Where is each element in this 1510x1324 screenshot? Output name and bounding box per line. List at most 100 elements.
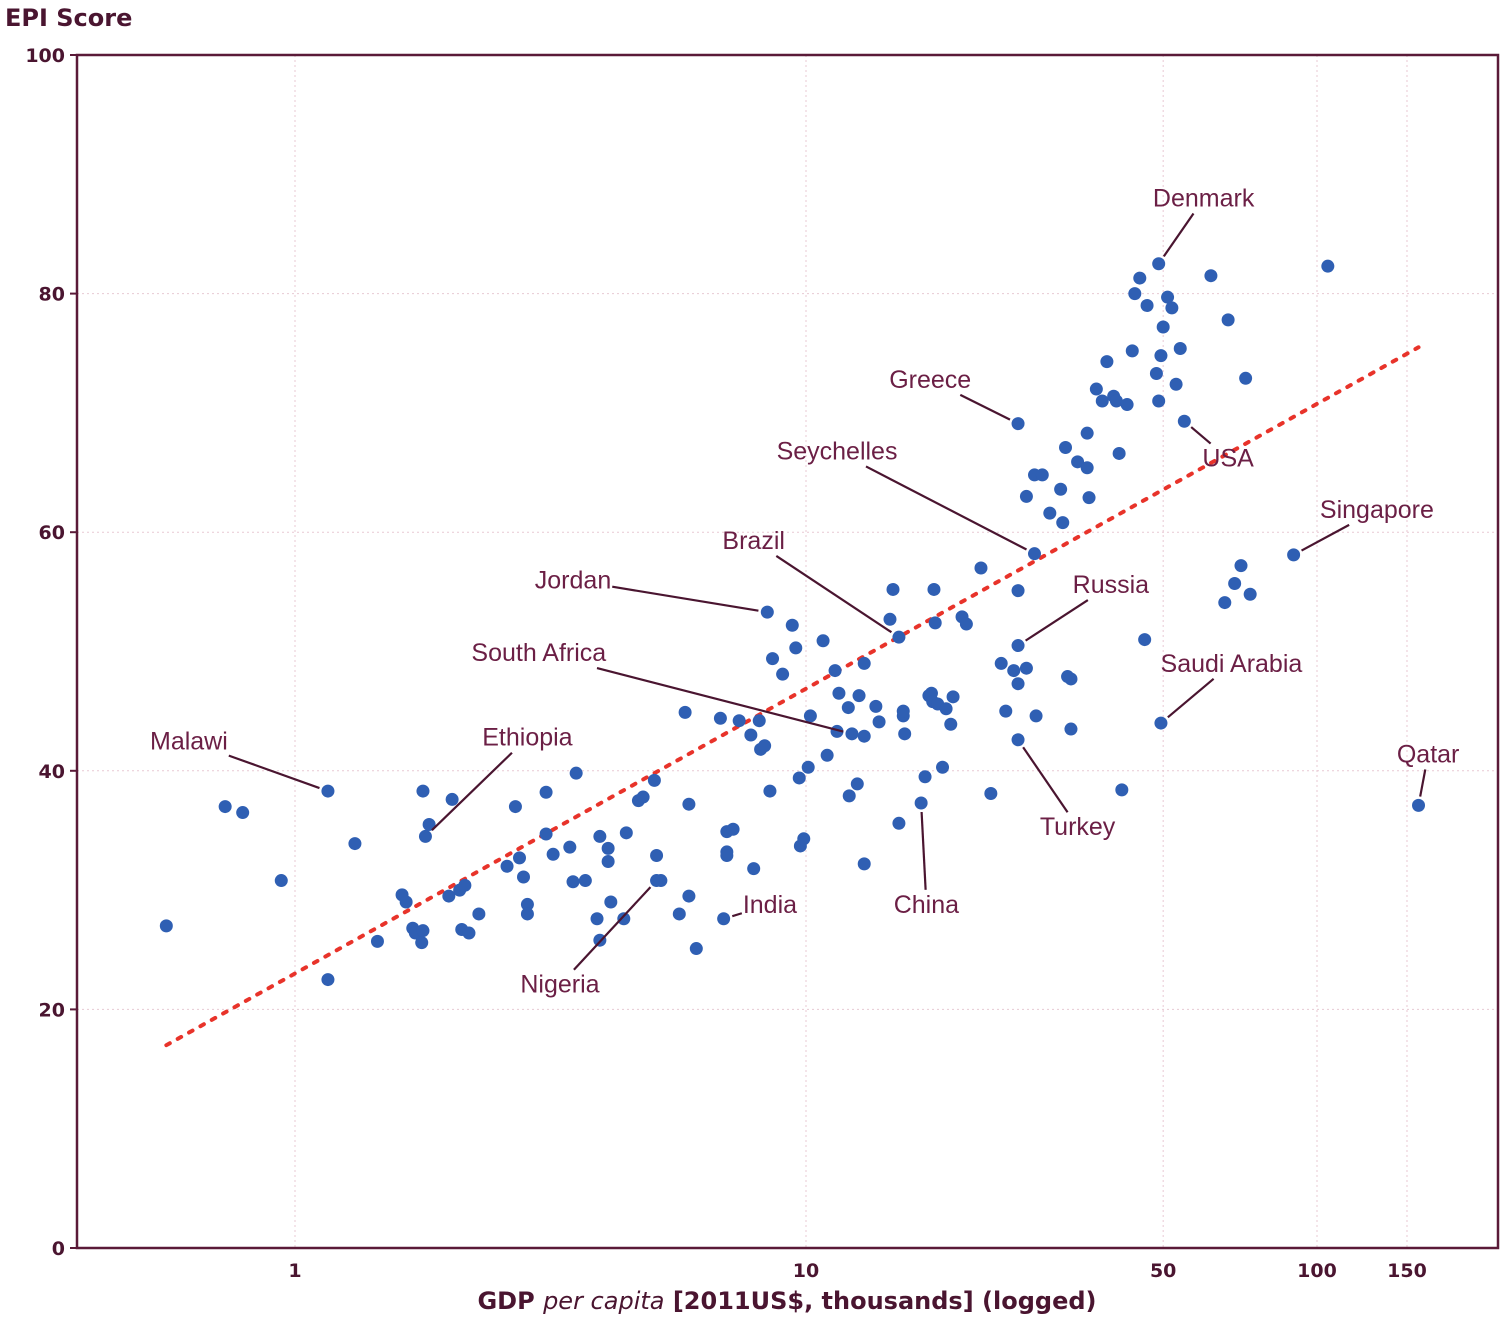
label-turkey: Turkey bbox=[1040, 813, 1116, 841]
data-point-16 bbox=[445, 792, 459, 806]
point-turkey bbox=[1011, 733, 1025, 747]
data-point-114 bbox=[1019, 661, 1033, 675]
data-points bbox=[159, 257, 1426, 987]
label-jordan: Jordan bbox=[535, 566, 611, 594]
data-point-20 bbox=[462, 926, 476, 940]
label-seychelles: Seychelles bbox=[777, 437, 898, 465]
data-point-134 bbox=[1109, 394, 1123, 408]
data-point-127 bbox=[1080, 461, 1094, 475]
data-point-51 bbox=[682, 797, 696, 811]
data-point-143 bbox=[1149, 367, 1163, 381]
data-point-52 bbox=[689, 942, 703, 956]
label-qatar: Qatar bbox=[1397, 740, 1460, 768]
data-point-147 bbox=[1161, 290, 1175, 304]
y-tick-label-40: 40 bbox=[39, 761, 65, 783]
axis-tick-labels: 0 20 40 60 80 100 1 10 50 100 150 bbox=[25, 45, 1426, 1282]
data-point-106 bbox=[959, 617, 973, 631]
x-axis-title: GDP per capita [2011US$, thousands] (log… bbox=[477, 1287, 1096, 1315]
data-point-50 bbox=[682, 889, 696, 903]
data-point-6 bbox=[370, 934, 384, 948]
point-qatar bbox=[1412, 798, 1426, 812]
data-point-110 bbox=[999, 704, 1013, 718]
leader-malawi bbox=[228, 754, 320, 790]
label-brazil: Brazil bbox=[722, 527, 785, 555]
leader-china bbox=[920, 811, 927, 890]
data-point-1 bbox=[218, 800, 232, 814]
label-denmark: Denmark bbox=[1153, 185, 1255, 213]
x-tick-label-1: 1 bbox=[288, 1260, 301, 1282]
point-malawi bbox=[321, 784, 335, 798]
data-point-64 bbox=[763, 784, 777, 798]
data-point-84 bbox=[857, 857, 871, 871]
data-point-141 bbox=[1138, 633, 1152, 647]
data-point-33 bbox=[569, 766, 583, 780]
leader-singapore bbox=[1301, 523, 1350, 552]
data-point-94 bbox=[918, 770, 932, 784]
point-ethiopia bbox=[418, 829, 432, 843]
data-point-41 bbox=[617, 912, 631, 926]
data-point-58 bbox=[732, 714, 746, 728]
data-point-111 bbox=[1007, 664, 1021, 678]
x-tick-label-50: 50 bbox=[1150, 1260, 1176, 1282]
data-point-89 bbox=[886, 582, 900, 596]
x-axis-title-part-2: per capita bbox=[542, 1287, 664, 1315]
data-point-152 bbox=[1218, 596, 1232, 610]
data-point-121 bbox=[1056, 516, 1070, 530]
data-point-144 bbox=[1152, 394, 1166, 408]
data-point-113 bbox=[1011, 584, 1025, 598]
data-point-13 bbox=[416, 784, 430, 798]
leader-usa bbox=[1190, 426, 1212, 445]
trend-line-group bbox=[164, 345, 1421, 1048]
label-india: India bbox=[743, 891, 797, 919]
data-point-130 bbox=[1089, 382, 1103, 396]
data-point-0 bbox=[159, 919, 173, 933]
point-india bbox=[717, 912, 731, 926]
data-point-154 bbox=[1228, 576, 1242, 590]
label-malawi: Malawi bbox=[150, 727, 228, 755]
data-point-12 bbox=[416, 924, 430, 938]
data-point-74 bbox=[816, 634, 830, 648]
data-point-8 bbox=[399, 895, 413, 909]
leader-ethiopia bbox=[431, 751, 513, 831]
leader-saudi-arabia bbox=[1167, 677, 1215, 719]
data-point-85 bbox=[857, 656, 871, 670]
leader-seychelles bbox=[865, 465, 1028, 551]
label-leader-lines bbox=[228, 212, 1427, 971]
data-point-145 bbox=[1154, 349, 1168, 363]
data-point-40 bbox=[604, 895, 618, 909]
data-point-39 bbox=[601, 854, 615, 868]
data-point-5 bbox=[348, 837, 362, 851]
data-point-30 bbox=[546, 847, 560, 861]
data-point-104 bbox=[946, 690, 960, 704]
y-tick-label-80: 80 bbox=[39, 284, 65, 306]
x-tick-label-150: 150 bbox=[1387, 1260, 1427, 1282]
data-point-128 bbox=[1080, 426, 1094, 440]
label-south-africa: South Africa bbox=[471, 639, 606, 667]
data-point-92 bbox=[896, 704, 910, 718]
point-russia bbox=[1011, 639, 1025, 653]
data-point-129 bbox=[1082, 491, 1096, 505]
data-point-25 bbox=[516, 870, 530, 884]
data-point-15 bbox=[442, 889, 456, 903]
point-brazil bbox=[892, 630, 906, 644]
data-point-125 bbox=[1064, 722, 1078, 736]
data-point-139 bbox=[1128, 287, 1142, 301]
plot-frame bbox=[75, 53, 1500, 1250]
point-seychelles bbox=[1027, 547, 1041, 561]
data-point-37 bbox=[593, 829, 607, 843]
data-point-31 bbox=[563, 840, 577, 854]
point-china bbox=[914, 796, 928, 810]
label-ethiopia: Ethiopia bbox=[482, 724, 572, 752]
country-labels: Denmark Greece USA Seychelles Singapore Brazi… bbox=[150, 185, 1459, 999]
label-saudi-arabia: Saudi Arabia bbox=[1161, 650, 1303, 678]
data-point-42 bbox=[619, 826, 633, 840]
point-jordan bbox=[760, 605, 774, 619]
data-point-131 bbox=[1095, 394, 1109, 408]
point-saudi-arabia bbox=[1154, 716, 1168, 730]
data-point-115 bbox=[1019, 489, 1033, 503]
data-point-83 bbox=[857, 729, 871, 743]
leader-jordan bbox=[612, 585, 759, 612]
y-tick-label-60: 60 bbox=[39, 522, 65, 544]
data-point-66 bbox=[776, 667, 790, 681]
data-point-153 bbox=[1221, 313, 1235, 327]
